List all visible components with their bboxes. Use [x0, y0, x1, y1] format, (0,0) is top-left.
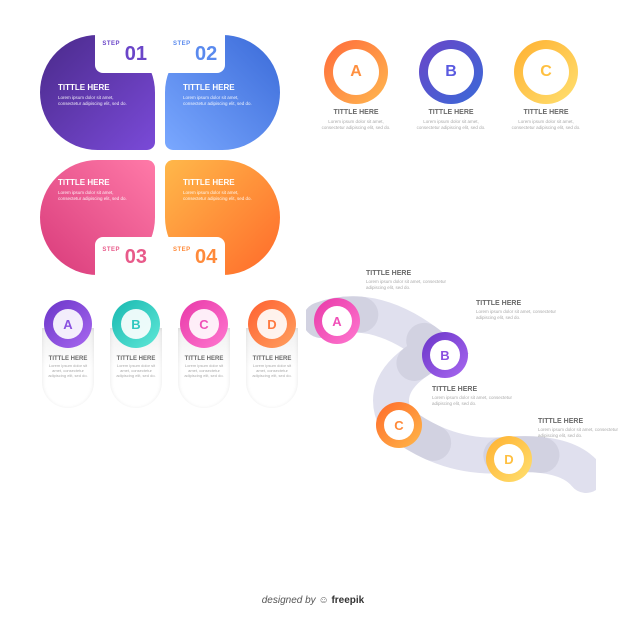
petal-title: TITTLE HERE: [183, 178, 235, 187]
wave-infographic: A TITTLE HERE Lorem ipsum dolor sit amet…: [306, 250, 596, 510]
circle-letter: B: [428, 49, 474, 95]
circle-body: Lorem ipsum dolor sit amet, consectetur …: [416, 119, 486, 131]
pill-body: Lorem ipsum dolor sit amet, consectetur …: [115, 364, 157, 378]
freepik-icon: ☺: [318, 595, 328, 606]
pill-letter: B: [121, 309, 151, 339]
petal-body: Lorem ipsum dolor sit amet, consectetur …: [58, 190, 138, 202]
pill-b: B TITTLE HERE Lorem ipsum dolor sit amet…: [108, 300, 164, 408]
top-circle-c: C TITTLE HERE Lorem ipsum dolor sit amet…: [511, 40, 581, 131]
pill-a: A TITTLE HERE Lorem ipsum dolor sit amet…: [40, 300, 96, 408]
wave-node-a: A: [314, 298, 360, 344]
circle-title: TITTLE HERE: [416, 109, 486, 116]
pill-letter: A: [53, 309, 83, 339]
top-circle-a: A TITTLE HERE Lorem ipsum dolor sit amet…: [321, 40, 391, 131]
wave-letter: D: [494, 444, 524, 474]
wave-text-d: TITTLE HERE Lorem ipsum dolor sit amet, …: [538, 418, 626, 439]
pill-c: C TITTLE HERE Lorem ipsum dolor sit amet…: [176, 300, 232, 408]
pill-d: D TITTLE HERE Lorem ipsum dolor sit amet…: [244, 300, 300, 408]
petal-1: STEP 01 TITTLE HERE Lorem ipsum dolor si…: [40, 35, 155, 150]
credit-prefix: designed by: [262, 595, 316, 606]
wave-letter: C: [384, 410, 414, 440]
pills-infographic: A TITTLE HERE Lorem ipsum dolor sit amet…: [40, 300, 300, 408]
wave-letter: B: [430, 340, 460, 370]
wave-letter: A: [322, 306, 352, 336]
circle-title: TITTLE HERE: [321, 109, 391, 116]
pill-body: Lorem ipsum dolor sit amet, consectetur …: [251, 364, 293, 378]
pill-letter: D: [257, 309, 287, 339]
petals-infographic: STEP 01 TITTLE HERE Lorem ipsum dolor si…: [40, 35, 280, 275]
top-circles-infographic: A TITTLE HERE Lorem ipsum dolor sit amet…: [321, 40, 581, 131]
circle-letter: A: [333, 49, 379, 95]
step-num: 01: [125, 43, 147, 66]
petal-3: STEP 03 TITTLE HERE Lorem ipsum dolor si…: [40, 160, 155, 275]
pill-body: Lorem ipsum dolor sit amet, consectetur …: [47, 364, 89, 378]
circle-body: Lorem ipsum dolor sit amet, consectetur …: [511, 119, 581, 131]
credit-brand: freepik: [331, 595, 364, 606]
wave-node-c: C: [376, 402, 422, 448]
circle-letter: C: [523, 49, 569, 95]
circle-title: TITTLE HERE: [511, 109, 581, 116]
step-label: STEP: [173, 41, 191, 47]
petal-body: Lorem ipsum dolor sit amet, consectetur …: [183, 190, 263, 202]
petal-title: TITTLE HERE: [183, 83, 235, 92]
pill-body: Lorem ipsum dolor sit amet, consectetur …: [183, 364, 225, 378]
pill-letter: C: [189, 309, 219, 339]
pill-title: TITTLE HERE: [251, 356, 293, 362]
petal-title: TITTLE HERE: [58, 83, 110, 92]
wave-text-a: TITTLE HERE Lorem ipsum dolor sit amet, …: [366, 270, 456, 291]
step-num: 03: [125, 246, 147, 269]
step-label: STEP: [102, 41, 120, 47]
pill-title: TITTLE HERE: [115, 356, 157, 362]
top-circle-b: B TITTLE HERE Lorem ipsum dolor sit amet…: [416, 40, 486, 131]
credit-line: designed by ☺ freepik: [0, 595, 626, 606]
petal-body: Lorem ipsum dolor sit amet, consectetur …: [58, 95, 138, 107]
wave-text-b: TITTLE HERE Lorem ipsum dolor sit amet, …: [476, 300, 566, 321]
step-num: 02: [195, 43, 217, 66]
wave-node-b: B: [422, 332, 468, 378]
petal-2: STEP 02 TITTLE HERE Lorem ipsum dolor si…: [165, 35, 280, 150]
petal-4: STEP 04 TITTLE HERE Lorem ipsum dolor si…: [165, 160, 280, 275]
petal-body: Lorem ipsum dolor sit amet, consectetur …: [183, 95, 263, 107]
circle-body: Lorem ipsum dolor sit amet, consectetur …: [321, 119, 391, 131]
step-num: 04: [195, 246, 217, 269]
wave-node-d: D: [486, 436, 532, 482]
step-label: STEP: [102, 247, 120, 253]
step-label: STEP: [173, 247, 191, 253]
wave-text-c: TITTLE HERE Lorem ipsum dolor sit amet, …: [432, 386, 522, 407]
petal-title: TITTLE HERE: [58, 178, 110, 187]
pill-title: TITTLE HERE: [183, 356, 225, 362]
pill-title: TITTLE HERE: [47, 356, 89, 362]
